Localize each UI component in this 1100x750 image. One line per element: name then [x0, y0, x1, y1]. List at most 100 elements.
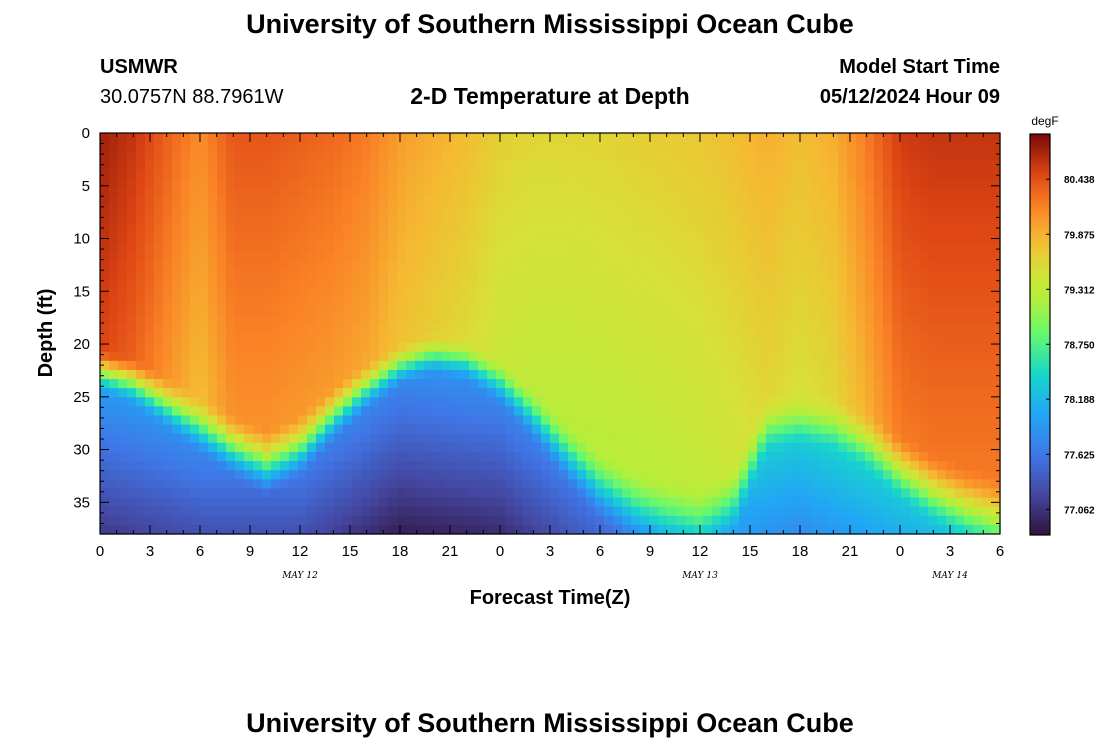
heatmap-cell	[991, 342, 1001, 353]
heatmap-cell	[307, 151, 317, 161]
heatmap-cell	[298, 215, 308, 225]
colorbar-tick-label: 80.438	[1064, 175, 1095, 186]
heatmap-cell	[595, 306, 605, 316]
heatmap-cell	[640, 169, 650, 180]
heatmap-cell	[919, 178, 929, 189]
heatmap-cell	[559, 506, 569, 517]
heatmap-cell	[991, 151, 1001, 161]
heatmap-cell	[694, 342, 704, 353]
heatmap-cell	[847, 333, 857, 344]
heatmap-cell	[253, 470, 263, 480]
heatmap-cell	[568, 260, 578, 271]
heatmap-cell	[469, 369, 479, 380]
heatmap-cell	[955, 260, 965, 271]
heatmap-cell	[820, 415, 830, 426]
heatmap-cell	[379, 269, 389, 280]
heatmap-cell	[190, 442, 200, 453]
heatmap-cell	[766, 497, 776, 508]
heatmap-cell	[118, 461, 128, 471]
heatmap-cell	[550, 269, 560, 280]
heatmap-cell	[811, 260, 821, 271]
heatmap-cell	[199, 379, 209, 389]
heatmap-cell	[199, 506, 209, 517]
heatmap-cell	[874, 360, 884, 371]
heatmap-cell	[298, 306, 308, 316]
heatmap-cell	[451, 133, 461, 143]
heatmap-cell	[640, 369, 650, 380]
heatmap-cell	[460, 497, 470, 508]
y-tick-label: 5	[82, 178, 90, 195]
heatmap-cell	[514, 461, 524, 471]
heatmap-cell	[190, 278, 200, 289]
heatmap-cell	[784, 160, 794, 171]
heatmap-cell	[694, 388, 704, 398]
heatmap-cell	[892, 524, 902, 535]
heatmap-cell	[757, 242, 767, 253]
heatmap-cell	[937, 297, 947, 307]
heatmap-cell	[793, 178, 803, 189]
heatmap-cell	[370, 297, 380, 307]
heatmap-cell	[244, 278, 254, 289]
heatmap-cell	[181, 133, 191, 143]
heatmap-cell	[586, 233, 596, 243]
heatmap-cell	[109, 388, 119, 398]
heatmap-cell	[334, 415, 344, 426]
heatmap-cell	[253, 369, 263, 380]
heatmap-cell	[424, 315, 434, 325]
heatmap-cell	[685, 306, 695, 316]
heatmap-cell	[658, 187, 668, 198]
heatmap-cell	[604, 133, 614, 143]
heatmap-cell	[973, 278, 983, 289]
heatmap-cell	[937, 524, 947, 535]
heatmap-cell	[757, 315, 767, 325]
heatmap-cell	[307, 470, 317, 480]
heatmap-cell	[991, 379, 1001, 389]
heatmap-cell	[730, 497, 740, 508]
heatmap-cell	[793, 451, 803, 462]
heatmap-cell	[136, 205, 146, 216]
heatmap-cell	[775, 333, 785, 344]
heatmap-cell	[622, 451, 632, 462]
heatmap-cell	[532, 306, 542, 316]
heatmap-cell	[289, 506, 299, 517]
heatmap-cell	[352, 142, 362, 152]
heatmap-cell	[523, 315, 533, 325]
heatmap-cell	[649, 369, 659, 380]
heatmap-cell	[604, 160, 614, 171]
heatmap-cell	[721, 479, 731, 490]
heatmap-cell	[280, 278, 290, 289]
heatmap-cell	[883, 169, 893, 180]
heatmap-cell	[253, 269, 263, 280]
heatmap-cell	[757, 424, 767, 435]
heatmap-cell	[271, 379, 281, 389]
heatmap-cell	[127, 415, 137, 426]
heatmap-cell	[991, 215, 1001, 225]
heatmap-cell	[406, 260, 416, 271]
heatmap-cell	[505, 470, 515, 480]
heatmap-cell	[298, 360, 308, 371]
heatmap-cell	[532, 360, 542, 371]
heatmap-cell	[415, 524, 425, 535]
x-tick-label: 6	[196, 543, 204, 560]
heatmap-cell	[496, 388, 506, 398]
heatmap-cell	[496, 424, 506, 435]
heatmap-cell	[388, 369, 398, 380]
heatmap-cell	[793, 251, 803, 262]
heatmap-cell	[757, 215, 767, 225]
heatmap-cell	[856, 451, 866, 462]
heatmap-cell	[325, 187, 335, 198]
heatmap-cell	[955, 224, 965, 234]
heatmap-cell	[226, 315, 236, 325]
heatmap-cell	[415, 479, 425, 490]
heatmap-cell	[829, 388, 839, 398]
heatmap-cell	[118, 287, 128, 298]
heatmap-cell	[721, 470, 731, 480]
heatmap-cell	[802, 433, 812, 444]
heatmap-cell	[226, 333, 236, 344]
heatmap-cell	[460, 151, 470, 161]
heatmap-cell	[919, 242, 929, 253]
heatmap-cell	[640, 324, 650, 335]
heatmap-cell	[181, 260, 191, 271]
heatmap-cell	[298, 297, 308, 307]
heatmap-cell	[163, 379, 173, 389]
